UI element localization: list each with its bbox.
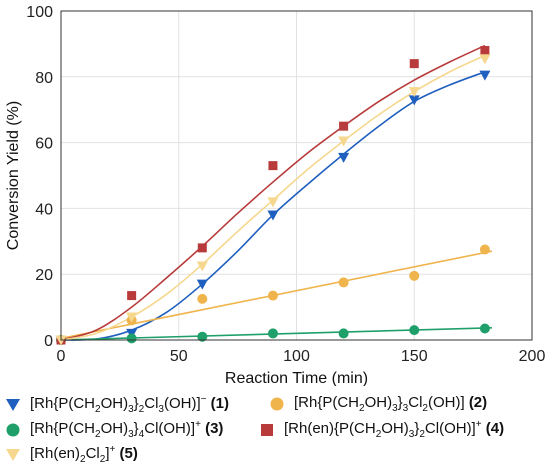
legend-marker-1 — [6, 398, 20, 411]
legend-label-1-text: [Rh{P(CH2OH)3}2Cl3(OH)]− — [30, 394, 207, 415]
x-tick-label-3: 150 — [401, 348, 428, 365]
legend-label-2-num: (2) — [468, 394, 488, 411]
x-tick-label-4: 200 — [519, 348, 546, 365]
point-s1-5 — [408, 95, 420, 106]
point-s2-2 — [197, 293, 208, 304]
point-s1-3 — [267, 210, 279, 221]
point-s3-6 — [479, 323, 490, 334]
legend-label-1: [Rh{P(CH2OH)3}2Cl3(OH)]− (1) — [30, 394, 229, 415]
legend-item-5: [Rh(en)2Cl2]+ (5) — [4, 444, 138, 465]
fit-curve-s4 — [60, 44, 486, 341]
legend-label-2-text: [Rh{P(CH2OH)3}3Cl2(OH)] — [294, 394, 465, 414]
point-s5-2 — [196, 261, 208, 272]
tick-labels: 0 50 100 150 200 0 20 40 60 80 100 — [26, 4, 545, 365]
point-s2-3 — [267, 290, 278, 301]
point-s5-1 — [126, 312, 138, 323]
legend-item-3: [Rh{P(CH2OH)3}4Cl(OH)]+ (3) — [4, 419, 223, 440]
y-tick-label-0: 0 — [44, 333, 53, 350]
legend-label-2: [Rh{P(CH2OH)3}3Cl2(OH)] (2) — [294, 394, 487, 414]
legend: [Rh{P(CH2OH)3}2Cl3(OH)]− (1) [Rh{P(CH2OH… — [0, 386, 550, 469]
point-s5-5 — [408, 87, 420, 98]
point-s4-4 — [339, 121, 349, 131]
x-tick-label-2: 100 — [283, 348, 310, 365]
point-s3-4 — [338, 328, 349, 339]
legend-marker-2 — [270, 397, 284, 411]
legend-label-5-num: (5) — [119, 445, 138, 462]
point-s3-5 — [409, 325, 420, 336]
y-tick-label-1: 20 — [35, 267, 53, 284]
y-tick-label-3: 60 — [35, 136, 53, 153]
y-tick-label-5: 100 — [26, 4, 53, 21]
legend-label-3-text: [Rh{P(CH2OH)3}4Cl(OH)]+ — [30, 419, 201, 440]
x-tick-label-1: 50 — [170, 348, 188, 365]
legend-item-2: [Rh{P(CH2OH)3}3Cl2(OH)] (2) — [268, 394, 487, 414]
legend-label-5: [Rh(en)2Cl2]+ (5) — [30, 444, 138, 465]
point-s3-3 — [267, 328, 278, 339]
legend-label-4-text: [Rh(en){P(CH2OH)3}2Cl(OH)]+ — [284, 419, 482, 440]
legend-label-5-text: [Rh(en)2Cl2]+ — [30, 444, 116, 465]
point-s4-5 — [409, 59, 419, 69]
point-s4-3 — [268, 161, 278, 171]
point-s3-2 — [197, 331, 208, 342]
data-points — [55, 45, 491, 346]
legend-label-4-num: (4) — [485, 420, 505, 437]
legend-item-4: [Rh(en){P(CH2OH)3}2Cl(OH)]+ (4) — [258, 419, 504, 440]
y-tick-label-4: 80 — [35, 70, 53, 87]
point-s5-3 — [267, 197, 279, 208]
point-s1-2 — [196, 279, 208, 290]
legend-marker-4 — [261, 423, 273, 436]
y-tick-label-2: 40 — [35, 201, 53, 218]
point-s4-1 — [127, 291, 137, 301]
x-tick-label-0: 0 — [57, 348, 66, 365]
point-s2-4 — [338, 277, 349, 288]
y-axis-label: Conversion Yield (%) — [5, 101, 22, 250]
legend-label-3: [Rh{P(CH2OH)3}4Cl(OH)]+ (3) — [30, 419, 223, 440]
point-s1-4 — [338, 152, 350, 163]
legend-item-1: [Rh{P(CH2OH)3}2Cl3(OH)]− (1) — [4, 394, 229, 415]
point-s4-2 — [197, 243, 207, 253]
legend-marker-5 — [6, 448, 20, 461]
point-s3-1 — [126, 333, 137, 344]
chart-svg: 0 50 100 150 200 0 20 40 60 80 100 Reaction Time (… — [5, 4, 545, 386]
x-axis-label: Reaction Time (min) — [225, 370, 368, 386]
legend-label-3-num: (3) — [205, 420, 224, 437]
point-s5-4 — [338, 136, 350, 147]
point-s1-6 — [479, 70, 491, 81]
plot-frame — [60, 10, 533, 341]
point-s2-6 — [479, 244, 490, 255]
point-s5-6 — [479, 54, 491, 65]
legend-marker-3 — [6, 423, 20, 436]
legend-label-1-num: (1) — [210, 395, 229, 412]
point-s2-5 — [409, 270, 420, 281]
legend-label-4: [Rh(en){P(CH2OH)3}2Cl(OH)]+ (4) — [284, 419, 504, 440]
point-s4-6 — [480, 45, 490, 55]
